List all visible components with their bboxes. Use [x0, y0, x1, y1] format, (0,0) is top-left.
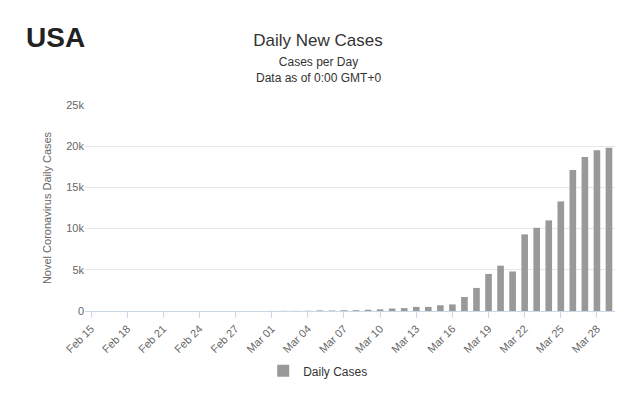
svg-text:Feb 15: Feb 15: [64, 323, 97, 356]
svg-text:Mar 13: Mar 13: [389, 323, 422, 356]
svg-text:Mar 10: Mar 10: [353, 323, 386, 356]
svg-text:Daily Cases: Daily Cases: [303, 365, 367, 379]
svg-text:Mar 04: Mar 04: [280, 323, 313, 356]
svg-text:25k: 25k: [66, 99, 84, 111]
svg-text:Mar 01: Mar 01: [244, 323, 277, 356]
svg-text:Mar 28: Mar 28: [570, 323, 603, 356]
svg-text:Mar 25: Mar 25: [533, 323, 566, 356]
svg-text:Mar 19: Mar 19: [461, 323, 494, 356]
svg-text:Mar 22: Mar 22: [497, 323, 530, 356]
svg-text:Cases per DayData as of 0:00 G: Cases per DayData as of 0:00 GMT+0: [256, 55, 381, 85]
svg-text:0: 0: [78, 305, 84, 317]
svg-text:USA: USA: [26, 22, 85, 53]
svg-text:10k: 10k: [66, 222, 84, 234]
svg-text:20k: 20k: [66, 140, 84, 152]
svg-text:Feb 24: Feb 24: [172, 323, 205, 356]
svg-text:Feb 18: Feb 18: [100, 323, 133, 356]
svg-text:Novel Coronavirus Daily Cases: Novel Coronavirus Daily Cases: [41, 131, 53, 284]
svg-text:5k: 5k: [72, 264, 84, 276]
svg-text:15k: 15k: [66, 181, 84, 193]
svg-text:Mar 07: Mar 07: [317, 323, 350, 356]
svg-text:Feb 21: Feb 21: [136, 323, 169, 356]
svg-text:Feb 27: Feb 27: [208, 323, 241, 356]
svg-text:Mar 16: Mar 16: [425, 323, 458, 356]
svg-text:Daily New Cases: Daily New Cases: [253, 31, 382, 50]
